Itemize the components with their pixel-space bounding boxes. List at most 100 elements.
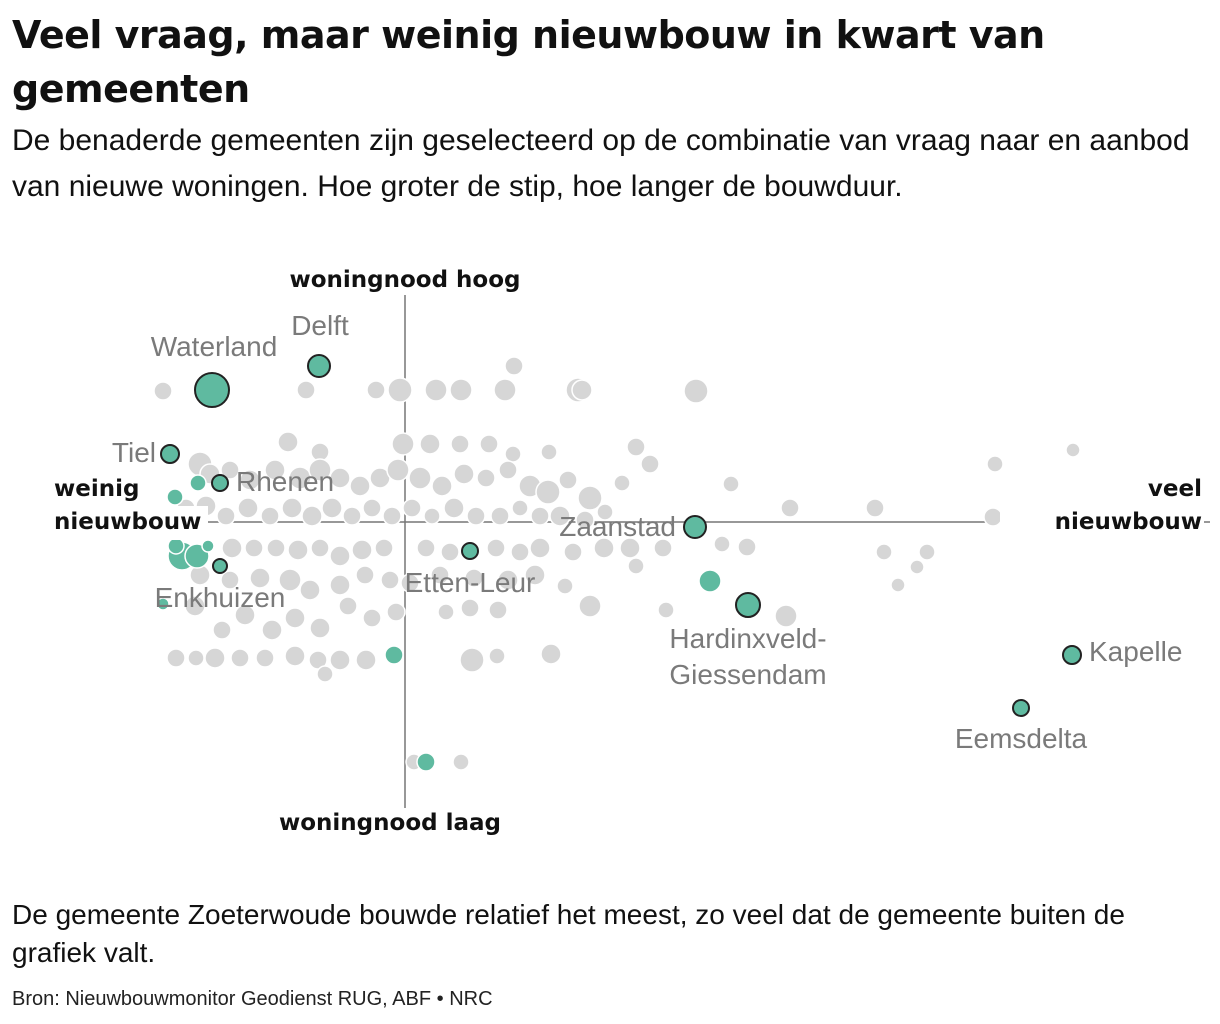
- background-dot: [440, 542, 460, 562]
- background-dot: [558, 470, 578, 490]
- label-zaanstad: Zaanstad: [559, 511, 676, 542]
- background-dot: [563, 542, 583, 562]
- background-dot: [498, 460, 518, 480]
- background-dot: [524, 564, 546, 586]
- background-dot: [593, 537, 615, 559]
- background-dot: [530, 506, 550, 526]
- background-dot: [627, 557, 645, 575]
- background-dot: [571, 379, 593, 401]
- background-dot: [613, 474, 631, 492]
- background-dot: [277, 431, 299, 453]
- background-dot: [918, 543, 936, 561]
- background-dot: [184, 595, 206, 617]
- background-dot: [261, 619, 283, 641]
- label-eemsdelta: Eemsdelta: [955, 723, 1088, 754]
- background-dot: [575, 510, 595, 530]
- dot-hardinxveld-giessendam: [735, 592, 761, 618]
- background-dot: [540, 643, 562, 665]
- background-dot: [220, 570, 240, 590]
- x-axis-right-label-line1: veel: [1148, 476, 1202, 502]
- background-dot: [488, 600, 508, 620]
- y-axis-bottom-label: woningnood laag: [279, 810, 501, 836]
- background-dot: [329, 467, 351, 489]
- highlighted-dot: [189, 474, 207, 492]
- background-dot: [459, 647, 485, 673]
- background-dot: [556, 577, 574, 595]
- background-dot: [402, 498, 422, 518]
- chart-source: Bron: Nieuwbouwmonitor Geodienst RUG, AB…: [12, 988, 493, 1010]
- background-dot: [737, 537, 757, 557]
- background-dot: [476, 468, 496, 488]
- background-dot: [287, 539, 309, 561]
- background-dot: [1065, 442, 1081, 458]
- background-dot: [321, 497, 343, 519]
- chart-subtitle: De benaderde gemeenten zijn geselecteerd…: [12, 124, 1190, 203]
- x-axis-left-label-line1: weinig: [54, 476, 139, 502]
- background-dot: [329, 649, 351, 671]
- background-dot: [355, 649, 377, 671]
- background-dot: [453, 463, 475, 485]
- y-axis-top-label: woningnood hoog: [289, 267, 520, 293]
- background-dot: [351, 539, 373, 561]
- background-dot: [237, 497, 259, 519]
- background-dot: [221, 537, 243, 559]
- background-dot: [362, 498, 382, 518]
- background-dot: [865, 498, 885, 518]
- background-dot: [212, 620, 232, 640]
- dot-waterland: [194, 372, 230, 408]
- label-hardinxveld-line2: Giessendam: [669, 659, 826, 690]
- dot-zaanstad: [683, 515, 707, 539]
- background-dot: [255, 648, 275, 668]
- highlighted-dot: [201, 539, 215, 553]
- background-dot: [249, 567, 271, 589]
- chart-title: Veel vraag, maar weinig nieuwbouw in kwa…: [12, 13, 1045, 111]
- background-dot: [355, 565, 375, 585]
- x-right-label-bg: [1000, 504, 1052, 538]
- background-dot: [535, 479, 561, 505]
- background-dot: [488, 647, 506, 665]
- background-dot: [423, 507, 441, 525]
- background-dot: [419, 433, 441, 455]
- background-dot: [549, 505, 571, 527]
- background-dot: [490, 506, 510, 526]
- background-dot: [504, 445, 522, 463]
- dot-delft: [307, 354, 331, 378]
- background-dot: [875, 543, 893, 561]
- background-dot: [909, 559, 925, 575]
- background-dot: [596, 503, 614, 521]
- background-dot: [166, 648, 186, 668]
- label-waterland: Waterland: [151, 331, 278, 362]
- background-dot: [244, 538, 264, 558]
- label-hardinxveld-line1: Hardinxveld-: [669, 623, 826, 654]
- background-dot: [890, 577, 906, 593]
- dot-rhenen: [211, 474, 229, 492]
- background-dot: [374, 538, 394, 558]
- label-kapelle: Kapelle: [1089, 636, 1182, 667]
- background-dot: [540, 443, 558, 461]
- background-dots: [153, 356, 1081, 771]
- highlighted-dot: [166, 488, 184, 506]
- highlighted-dot: [384, 645, 404, 665]
- background-dot: [153, 381, 173, 401]
- background-dot: [774, 604, 798, 628]
- background-dot: [504, 356, 524, 376]
- background-dot: [187, 649, 205, 667]
- background-dot: [380, 570, 400, 590]
- background-dot: [387, 377, 413, 403]
- background-dot: [288, 466, 312, 490]
- background-dot: [391, 432, 415, 456]
- background-dot: [577, 485, 603, 511]
- x-right-label-bg2: [1046, 506, 1204, 540]
- background-dot: [338, 596, 358, 616]
- background-dot: [780, 498, 800, 518]
- background-dot: [284, 645, 306, 667]
- background-dot: [713, 535, 731, 553]
- background-dot: [362, 608, 382, 628]
- background-dot: [349, 475, 371, 497]
- background-dot: [220, 460, 240, 480]
- background-dot: [986, 455, 1004, 473]
- background-dot: [284, 607, 306, 629]
- background-dot: [316, 665, 334, 683]
- background-dot: [281, 497, 303, 519]
- x-axis-left-label-line2: nieuwbouw: [54, 509, 201, 535]
